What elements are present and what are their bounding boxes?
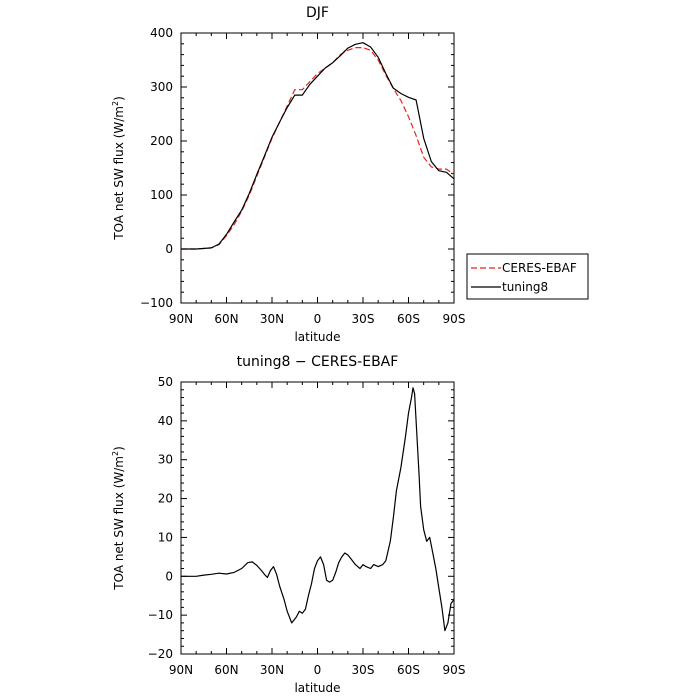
plot-frame (180, 381, 455, 655)
legend-label: CERES-EBAF (502, 261, 577, 275)
series-line-tuning8 (181, 42, 455, 250)
x-tick-label: 60N (214, 663, 238, 677)
legend-label: tuning8 (502, 280, 548, 294)
legend-box (466, 253, 589, 300)
x-axis-title: latitude (294, 681, 340, 695)
x-tick-label: 90N (169, 312, 193, 326)
x-tick-label: 90S (443, 312, 466, 326)
y-tick-label: 50 (158, 375, 173, 389)
y-axis-title: TOA net SW flux (W/m2) (111, 446, 126, 591)
x-tick-label: 0 (314, 312, 322, 326)
y-tick-label: 400 (150, 26, 173, 40)
y-tick-label: 30 (158, 453, 173, 467)
x-axis-title: latitude (294, 330, 340, 344)
y-axis-title: TOA net SW flux (W/m2) (111, 96, 126, 241)
y-tick-label: 10 (158, 530, 173, 544)
y-tick-label: 20 (158, 492, 173, 506)
x-tick-label: 90S (443, 663, 466, 677)
plot-frame (180, 32, 455, 304)
series-line-ceres-ebaf (181, 46, 455, 250)
x-tick-label: 30S (352, 663, 375, 677)
plot-title: tuning8 − CERES-EBAF (237, 354, 399, 370)
x-tick-label: 30S (352, 312, 375, 326)
x-tick-label: 60S (397, 663, 420, 677)
y-tick-label: 0 (165, 242, 173, 256)
x-tick-label: 30N (260, 663, 284, 677)
y-tick-label: 40 (158, 414, 173, 428)
y-tick-label: 300 (150, 80, 173, 94)
x-tick-label: 60N (214, 312, 238, 326)
plot-difference: tuning8 − CERES-EBAF 90N 60N 30N 0 30S 60S 90S −… (111, 354, 465, 695)
x-tick-label: 90N (169, 663, 193, 677)
x-tick-label: 0 (314, 663, 322, 677)
y-tick-label: −100 (140, 296, 173, 310)
y-tick-label: −10 (148, 608, 173, 622)
y-tick-label: −20 (148, 647, 173, 661)
plot-title: DJF (306, 5, 329, 21)
plot-djf: DJF 90N 60N 30N 0 30S 60S 90S −100 0 100 200 300 400 l… (111, 5, 589, 344)
y-tick-label: 200 (150, 134, 173, 148)
x-tick-label: 60S (397, 312, 420, 326)
x-tick-label: 30N (260, 312, 284, 326)
legend: CERES-EBAF tuning8 (466, 253, 589, 300)
y-tick-label: 0 (165, 569, 173, 583)
y-tick-label: 100 (150, 188, 173, 202)
series-line (181, 387, 455, 632)
